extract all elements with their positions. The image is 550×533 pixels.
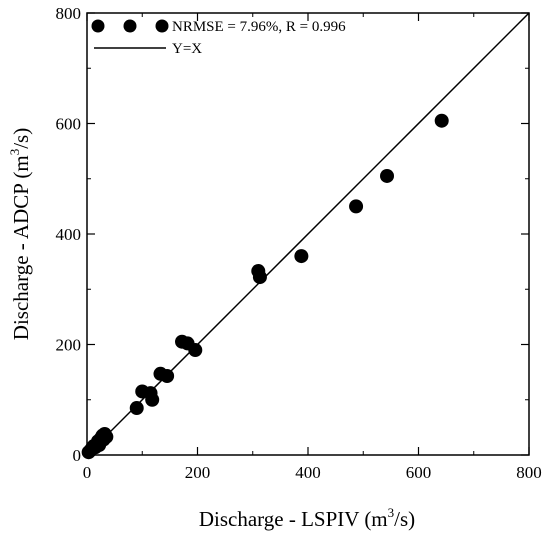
identity-line bbox=[86, 12, 530, 456]
legend-marker bbox=[91, 19, 105, 33]
axis-ticks: 0 200 400 600 800 0 200 400 600 800 bbox=[56, 4, 542, 482]
x-tick-label: 400 bbox=[295, 463, 321, 482]
y-tick-label: 200 bbox=[56, 336, 82, 355]
x-tick-label: 200 bbox=[185, 463, 211, 482]
legend: NRMSE = 7.96%, R = 0.996 Y=X bbox=[91, 19, 346, 57]
y-tick-label: 800 bbox=[56, 4, 82, 23]
legend-marker bbox=[155, 19, 169, 33]
data-point bbox=[188, 343, 203, 358]
legend-label-scatter: NRMSE = 7.96%, R = 0.996 bbox=[172, 19, 346, 35]
data-point bbox=[129, 401, 144, 416]
y-tick-label: 400 bbox=[56, 225, 82, 244]
data-point bbox=[99, 429, 114, 444]
y-axis-title: Discharge - ADCP (m3/s) bbox=[7, 128, 33, 340]
x-tick-label: 800 bbox=[516, 463, 542, 482]
data-point bbox=[294, 249, 309, 264]
plot-area bbox=[81, 12, 530, 460]
data-point bbox=[160, 368, 175, 383]
data-point bbox=[145, 392, 160, 407]
x-tick-label: 600 bbox=[406, 463, 432, 482]
y-tick-label: 600 bbox=[56, 115, 82, 134]
data-point bbox=[252, 270, 267, 285]
data-point bbox=[349, 199, 364, 214]
legend-label-line: Y=X bbox=[172, 41, 202, 57]
data-point bbox=[434, 113, 449, 128]
data-point bbox=[380, 168, 395, 183]
legend-marker bbox=[123, 19, 137, 33]
x-axis-title: Discharge - LSPIV (m3/s) bbox=[199, 505, 415, 531]
x-tick-label: 0 bbox=[83, 463, 92, 482]
y-tick-label: 0 bbox=[73, 446, 82, 465]
